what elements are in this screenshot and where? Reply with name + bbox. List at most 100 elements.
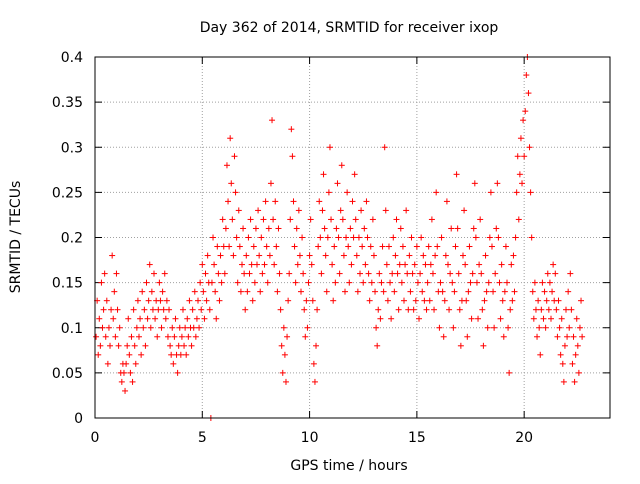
data-point <box>210 234 217 241</box>
data-point <box>421 297 428 304</box>
data-point <box>99 324 106 331</box>
data-point <box>315 243 322 250</box>
data-point <box>275 225 282 232</box>
data-point <box>168 351 175 358</box>
data-point <box>473 279 480 286</box>
data-point <box>291 243 298 250</box>
data-point <box>401 297 407 304</box>
data-point <box>541 288 548 295</box>
data-point <box>249 297 256 304</box>
data-point <box>202 270 209 277</box>
data-point <box>393 216 400 223</box>
data-point <box>530 315 537 322</box>
data-point <box>547 315 554 322</box>
data-point <box>391 288 398 295</box>
data-point <box>477 216 484 223</box>
data-point <box>334 180 341 187</box>
data-point <box>412 297 419 304</box>
data-point <box>167 342 174 349</box>
data-point <box>309 297 316 304</box>
data-point <box>507 306 514 313</box>
data-point <box>215 270 222 277</box>
data-point <box>508 261 515 268</box>
data-point <box>561 342 568 349</box>
data-point <box>570 333 577 340</box>
data-point <box>228 180 235 187</box>
data-point <box>308 261 315 268</box>
data-point <box>341 288 348 295</box>
data-point <box>456 306 463 313</box>
data-point <box>486 234 493 241</box>
data-point <box>349 198 356 205</box>
data-point <box>387 279 394 286</box>
data-point <box>135 333 142 340</box>
data-point <box>377 315 384 322</box>
x-tick-label: 20 <box>515 430 533 446</box>
data-point <box>112 333 119 340</box>
data-point <box>498 261 505 268</box>
data-point <box>320 171 327 178</box>
data-point <box>358 207 365 214</box>
data-point <box>402 261 409 268</box>
data-point <box>178 333 185 340</box>
data-point <box>373 324 380 331</box>
data-point <box>526 144 533 151</box>
data-point <box>406 252 413 259</box>
data-point <box>277 306 284 313</box>
data-point <box>311 378 318 385</box>
data-point <box>475 315 482 322</box>
data-point <box>264 279 271 286</box>
data-point <box>460 252 467 259</box>
data-point <box>516 171 523 178</box>
data-point <box>337 207 344 214</box>
data-point <box>348 261 355 268</box>
data-point <box>381 144 388 151</box>
data-point <box>292 279 299 286</box>
data-point <box>464 333 471 340</box>
data-point <box>494 180 501 187</box>
data-point <box>578 297 585 304</box>
x-tick-label: 10 <box>301 430 319 446</box>
data-point <box>472 234 479 241</box>
data-point <box>299 234 306 241</box>
data-point <box>157 297 164 304</box>
data-point <box>501 288 508 295</box>
data-point <box>351 171 358 178</box>
data-point <box>122 387 129 394</box>
data-point <box>254 261 261 268</box>
data-point <box>276 270 283 277</box>
y-tick-label: 0.35 <box>52 95 83 111</box>
data-point <box>151 270 158 277</box>
data-point <box>302 333 309 340</box>
data-point <box>273 243 280 250</box>
data-point <box>367 243 374 250</box>
data-point <box>336 270 343 277</box>
data-point <box>116 324 123 331</box>
data-point <box>206 306 213 313</box>
data-point <box>272 198 279 205</box>
data-point <box>485 279 492 286</box>
data-point <box>510 252 517 259</box>
y-tick-label: 0.2 <box>61 231 83 247</box>
data-point <box>328 216 335 223</box>
data-point <box>144 315 151 322</box>
data-point <box>567 270 574 277</box>
data-point <box>499 297 506 304</box>
data-point <box>488 243 495 250</box>
data-point <box>455 270 462 277</box>
data-point <box>110 315 117 322</box>
data-point <box>471 180 478 187</box>
data-point <box>395 306 402 313</box>
data-point <box>539 279 546 286</box>
data-point <box>452 243 459 250</box>
y-axis-label: SRMTID / TECUs <box>8 181 24 294</box>
y-tick-label: 0 <box>74 411 83 427</box>
data-point <box>545 306 552 313</box>
data-point <box>424 279 431 286</box>
data-point <box>519 180 526 187</box>
data-point <box>243 252 250 259</box>
data-point <box>575 369 582 376</box>
data-point <box>181 342 188 349</box>
data-point <box>565 288 572 295</box>
data-point <box>579 333 586 340</box>
